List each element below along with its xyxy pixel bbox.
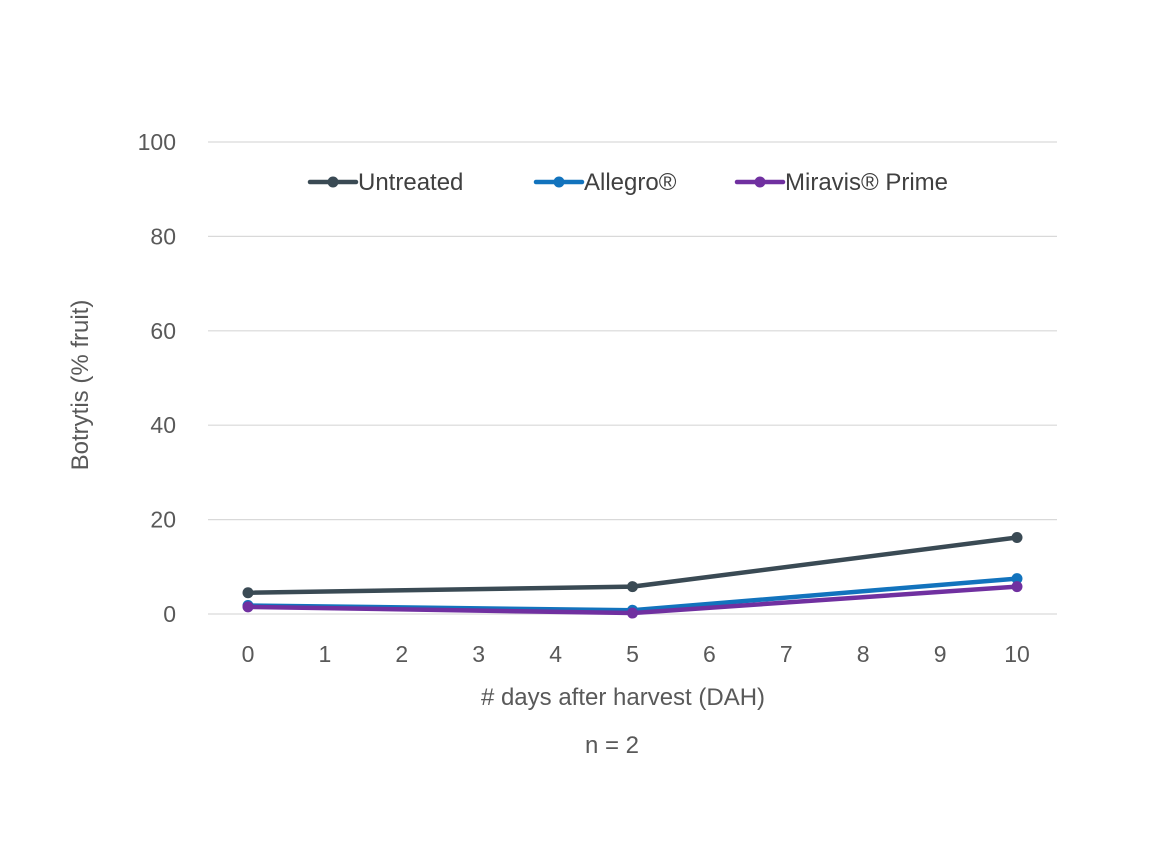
x-tick-label: 9 — [934, 641, 947, 667]
series-0 — [242, 532, 1023, 599]
series-2 — [242, 581, 1023, 619]
data-point — [627, 581, 638, 593]
x-tick-label: 2 — [395, 641, 408, 667]
legend-item: Untreated — [307, 169, 463, 196]
legend-item: Allegro® — [533, 169, 677, 196]
y-tick-label: 40 — [150, 412, 176, 438]
data-point — [1011, 581, 1023, 593]
x-tick-label: 10 — [1004, 641, 1030, 667]
series-group — [242, 532, 1023, 619]
gridlines — [208, 141, 1057, 615]
x-axis-ticks: 0 1 2 3 4 5 6 7 8 9 10 — [242, 641, 1030, 667]
sample-size-note: n = 2 — [585, 732, 639, 759]
legend-marker — [754, 176, 766, 188]
x-tick-label: 7 — [780, 641, 793, 667]
y-tick-label: 0 — [163, 601, 176, 627]
x-tick-label: 5 — [626, 641, 639, 667]
y-tick-label: 60 — [150, 318, 176, 344]
x-tick-label: 0 — [242, 641, 255, 667]
x-tick-label: 8 — [857, 641, 870, 667]
x-tick-label: 1 — [319, 641, 332, 667]
x-tick-label: 4 — [549, 641, 562, 667]
legend: Untreated Allegro® Miravis® Prime — [307, 169, 948, 196]
y-axis-title: Botrytis (% fruit) — [67, 300, 94, 471]
y-tick-label: 80 — [150, 223, 176, 249]
y-tick-label: 100 — [138, 129, 176, 155]
y-axis-ticks: 0 20 40 60 80 100 — [138, 129, 176, 627]
data-point — [1011, 573, 1023, 585]
legend-marker — [553, 176, 565, 188]
legend-item: Miravis® Prime — [734, 169, 948, 196]
data-point — [242, 601, 254, 613]
legend-label: Untreated — [358, 169, 463, 196]
legend-label: Miravis® Prime — [785, 169, 948, 196]
x-tick-label: 6 — [703, 641, 716, 667]
x-tick-label: 3 — [472, 641, 485, 667]
data-point — [1011, 532, 1023, 544]
data-point — [627, 607, 638, 619]
x-axis-title: # days after harvest (DAH) — [481, 684, 765, 711]
legend-label: Allegro® — [584, 169, 677, 196]
y-tick-label: 20 — [150, 507, 176, 533]
legend-marker — [327, 176, 339, 188]
data-point — [242, 587, 254, 599]
